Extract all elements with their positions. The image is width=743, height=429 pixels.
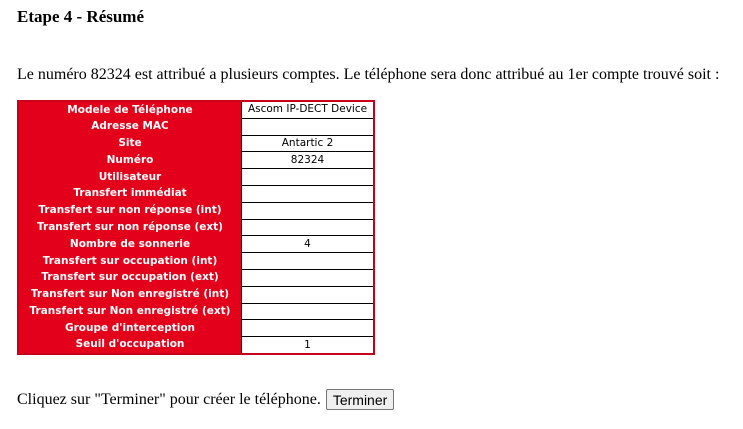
row-value [241,168,375,186]
table-row: Transfert sur Non enregistré (int) [18,285,375,304]
row-value [241,218,375,237]
row-label: Transfert sur non réponse (ext) [18,219,242,236]
row-label: Transfert sur occupation (int) [18,252,242,270]
row-label: Groupe d'interception [18,319,242,337]
row-value: 4 [241,235,375,254]
footer: Cliquez sur "Terminer" pour créer le tél… [17,389,395,410]
finish-button[interactable]: Terminer [325,389,395,410]
row-value [241,268,375,287]
row-value: 82324 [241,151,375,170]
table-row: Transfert immédiat [18,184,375,203]
table-row: Numéro 82324 [18,151,375,170]
row-label: Adresse MAC [18,118,242,136]
row-label: Transfert sur Non enregistré (int) [18,286,242,304]
intro-text: Le numéro 82324 est attribué a plusieurs… [17,66,720,83]
table-row: Adresse MAC [18,117,375,136]
table-row: Utilisateur [18,168,375,186]
row-value [241,285,375,304]
row-label: Site [18,135,242,152]
page-title: Etape 4 - Résumé [17,7,145,26]
footer-text: Cliquez sur "Terminer" pour créer le tél… [17,390,321,408]
row-value [241,252,375,270]
row-value [241,319,375,338]
row-value [241,117,375,136]
table-row: Transfert sur occupation (ext) [18,268,375,287]
row-label: Seuil d'occupation [18,336,242,354]
table-row: Groupe d'interception [18,319,375,338]
row-value [241,302,375,321]
row-value: Antartic 2 [241,134,375,153]
row-value [241,201,375,220]
row-label: Modele de Téléphone [18,101,242,119]
row-value [241,184,375,203]
table-row: Site Antartic 2 [18,134,375,153]
row-label: Utilisateur [18,168,242,186]
table-row: Transfert sur occupation (int) [18,252,375,270]
row-label: Nombre de sonnerie [18,235,242,253]
row-value: 1 [241,336,375,355]
row-label: Transfert sur non réponse (int) [18,202,242,220]
table-row: Transfert sur non réponse (int) [18,201,375,220]
table-row: Seuil d'occupation 1 [18,336,375,355]
table-row: Transfert sur non réponse (ext) [18,218,375,237]
summary-table: Modele de Téléphone Ascom IP-DECT Device A… [17,100,375,355]
table-row: Modele de Téléphone Ascom IP-DECT Device [18,100,375,119]
table-row: Nombre de sonnerie 4 [18,235,375,254]
row-label: Transfert sur occupation (ext) [18,269,242,287]
row-value: Ascom IP-DECT Device [241,100,375,119]
row-label: Transfert sur Non enregistré (ext) [18,303,242,320]
table-row: Transfert sur Non enregistré (ext) [18,302,375,321]
row-label: Numéro [18,151,242,169]
row-label: Transfert immédiat [18,185,242,203]
